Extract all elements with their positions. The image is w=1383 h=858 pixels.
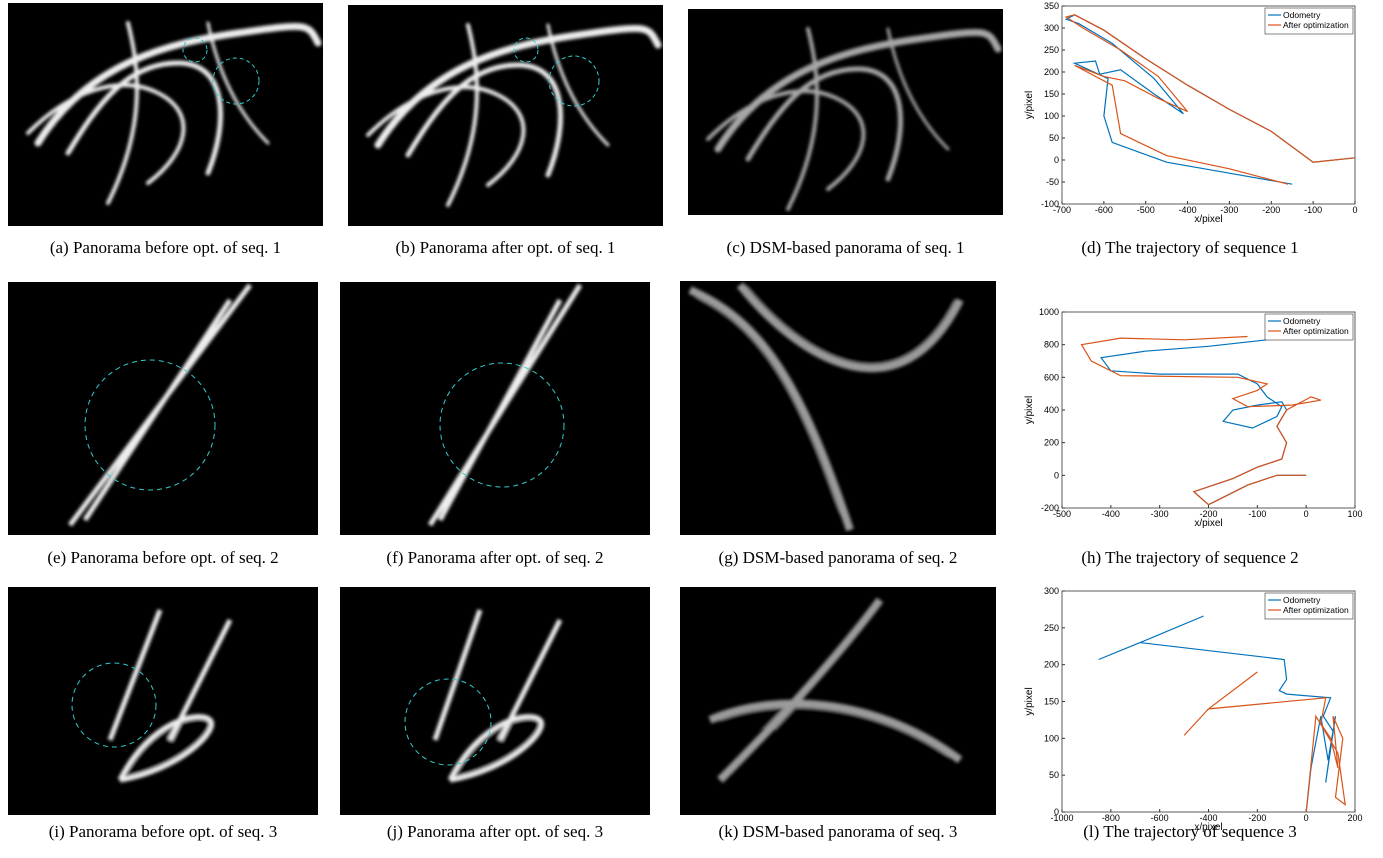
legend-label: Odometry <box>1283 10 1321 20</box>
panel-images <box>8 3 1003 815</box>
x-tick-label: 0 <box>1352 205 1357 215</box>
x-tick-label: -300 <box>1220 205 1238 215</box>
figure: (a) Panorama before opt. of seq. 1 (b) Pa… <box>0 0 1383 858</box>
x-axis-label: x/pixel <box>1194 214 1222 225</box>
x-tick-label: -100 <box>1304 205 1322 215</box>
y-tick-label: -200 <box>1041 503 1059 513</box>
caption: (g) DSM-based panorama of seq. 2 <box>719 548 958 567</box>
panorama-image <box>688 9 1003 215</box>
y-tick-label: 200 <box>1044 67 1059 77</box>
x-tick-label: -600 <box>1095 205 1113 215</box>
x-tick-label: -200 <box>1262 205 1280 215</box>
x-tick-label: -100 <box>1248 509 1266 519</box>
panorama-image <box>680 587 996 815</box>
y-tick-label: 50 <box>1049 770 1059 780</box>
y-tick-label: 100 <box>1044 733 1059 743</box>
y-tick-label: 400 <box>1044 405 1059 415</box>
y-tick-label: 200 <box>1044 438 1059 448</box>
caption: (j) Panorama after opt. of seq. 3 <box>387 822 603 841</box>
caption: (d) The trajectory of sequence 1 <box>1081 238 1298 257</box>
panorama-image <box>8 587 318 815</box>
x-tick-label: -400 <box>1102 509 1120 519</box>
y-tick-label: 300 <box>1044 586 1059 596</box>
y-tick-label: 200 <box>1044 660 1059 670</box>
y-tick-label: 0 <box>1054 470 1059 480</box>
y-tick-label: 800 <box>1044 340 1059 350</box>
legend-label: After optimization <box>1283 326 1349 336</box>
caption: (f) Panorama after opt. of seq. 2 <box>386 548 603 567</box>
x-tick-label: -800 <box>1102 813 1120 823</box>
panorama-image <box>340 282 650 535</box>
caption: (k) DSM-based panorama of seq. 3 <box>719 822 958 841</box>
x-axis-label: x/pixel <box>1194 822 1222 833</box>
caption: (a) Panorama before opt. of seq. 1 <box>50 238 281 257</box>
panorama-image <box>340 587 650 815</box>
x-tick-label: 0 <box>1304 813 1309 823</box>
plot-area <box>1062 312 1355 508</box>
caption: (c) DSM-based panorama of seq. 1 <box>727 238 965 257</box>
x-tick-label: -300 <box>1151 509 1169 519</box>
y-tick-label: 50 <box>1049 133 1059 143</box>
caption: (i) Panorama before opt. of seq. 3 <box>49 822 277 841</box>
caption: (e) Panorama before opt. of seq. 2 <box>47 548 278 567</box>
x-tick-label: -200 <box>1248 813 1266 823</box>
legend-label: Odometry <box>1283 316 1321 326</box>
y-tick-label: 250 <box>1044 623 1059 633</box>
legend-label: After optimization <box>1283 20 1349 30</box>
y-tick-label: 150 <box>1044 697 1059 707</box>
x-tick-label: -500 <box>1137 205 1155 215</box>
x-tick-label: 100 <box>1347 509 1362 519</box>
y-tick-label: 1000 <box>1039 307 1059 317</box>
legend-label: Odometry <box>1283 595 1321 605</box>
x-tick-label: -600 <box>1151 813 1169 823</box>
y-tick-label: 600 <box>1044 372 1059 382</box>
y-tick-label: 300 <box>1044 23 1059 33</box>
y-tick-label: 0 <box>1054 155 1059 165</box>
caption: (l) The trajectory of sequence 3 <box>1083 822 1297 841</box>
x-tick-label: 200 <box>1347 813 1362 823</box>
legend-label: After optimization <box>1283 605 1349 615</box>
x-tick-label: 0 <box>1304 509 1309 519</box>
y-tick-label: 150 <box>1044 89 1059 99</box>
caption: (h) The trajectory of sequence 2 <box>1081 548 1298 567</box>
y-tick-label: 0 <box>1054 807 1059 817</box>
y-tick-label: 350 <box>1044 1 1059 11</box>
y-tick-label: -100 <box>1041 199 1059 209</box>
x-axis-label: x/pixel <box>1194 518 1222 529</box>
panorama-image <box>8 282 318 535</box>
y-tick-label: 250 <box>1044 45 1059 55</box>
plot-area <box>1062 6 1355 204</box>
y-axis-label: y/pixel <box>1024 396 1035 424</box>
panorama-image <box>348 5 663 226</box>
y-tick-label: -50 <box>1046 177 1059 187</box>
y-axis-label: y/pixel <box>1024 91 1035 119</box>
y-axis-label: y/pixel <box>1024 687 1035 715</box>
caption: (b) Panorama after opt. of seq. 1 <box>396 238 616 257</box>
y-tick-label: 100 <box>1044 111 1059 121</box>
plot-area <box>1062 591 1355 812</box>
